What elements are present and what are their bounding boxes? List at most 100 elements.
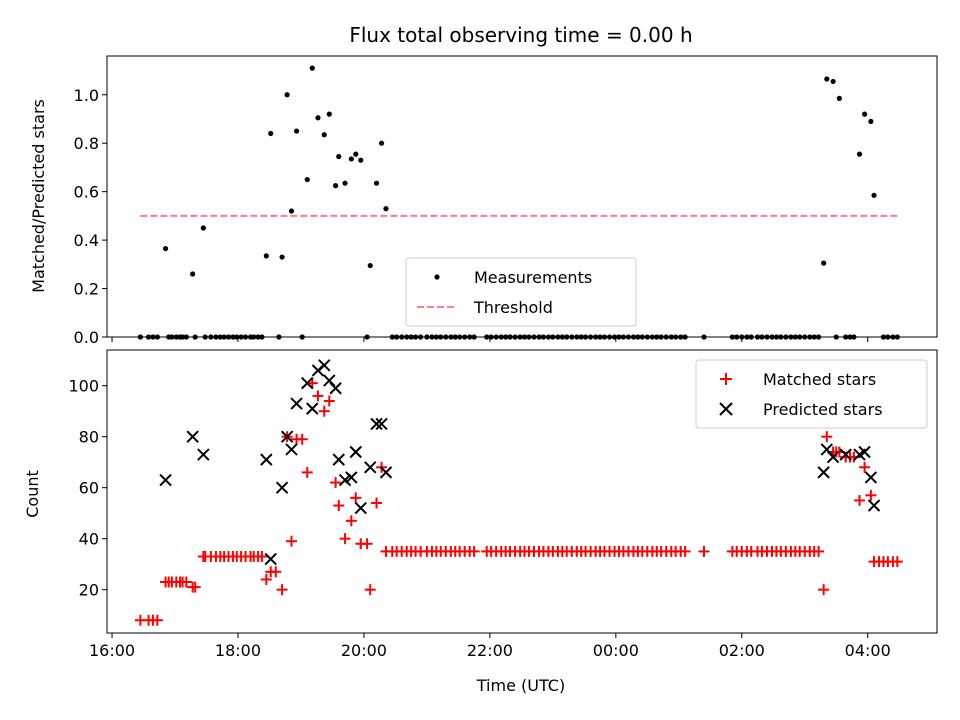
top-ytick-label: 0.0 — [74, 328, 99, 347]
measurements-point — [342, 180, 348, 186]
bottom-xtick-label: 22:00 — [467, 641, 513, 660]
measurements-point — [802, 334, 808, 340]
measurements-point — [230, 334, 236, 340]
measurements-point — [748, 334, 754, 340]
top-legend-box — [405, 257, 637, 327]
measurements-point — [531, 334, 537, 340]
predicted-stars-point — [826, 450, 840, 464]
measurements-point — [358, 157, 364, 163]
matched-stars-point — [854, 494, 866, 506]
matched-stars-point — [345, 515, 357, 527]
measurements-point — [190, 271, 196, 277]
measurements-point — [429, 334, 435, 340]
top-ytick-label: 0.8 — [74, 134, 99, 153]
bottom-ytick-label: 80 — [79, 428, 99, 447]
matched-stars-point — [813, 545, 825, 557]
legend-matched-marker — [720, 373, 732, 385]
bottom-chart-legend: Matched stars Predicted stars — [695, 359, 928, 429]
top-ytick-label: 0.2 — [74, 280, 99, 299]
bottom-xtick-label: 16:00 — [89, 641, 135, 660]
legend-threshold-label: Threshold — [473, 298, 553, 317]
matched-stars-point — [270, 566, 282, 578]
measurements-point — [833, 334, 839, 340]
measurements-point — [861, 111, 868, 117]
measurements-point — [383, 206, 389, 212]
measurements-point — [639, 334, 645, 340]
measurements-point — [564, 334, 570, 340]
measurements-point — [284, 92, 290, 98]
measurements-point — [578, 334, 584, 340]
measurements-point — [321, 132, 327, 138]
measurements-point — [856, 151, 863, 157]
predicted-stars-point — [197, 448, 210, 461]
measurements-point — [217, 334, 223, 340]
measurements-point — [764, 334, 770, 340]
bottom-xtick-label: 20:00 — [341, 641, 387, 660]
measurements-point — [221, 334, 227, 340]
measurements-point — [880, 334, 887, 340]
measurements-point — [279, 254, 285, 260]
bottom-xtick-label: 04:00 — [845, 641, 891, 660]
measurements-point — [276, 334, 282, 340]
predicted-stars-point — [159, 473, 172, 487]
predicted-stars-point — [318, 359, 331, 372]
measurements-point — [225, 334, 232, 340]
measurements-point — [259, 334, 265, 340]
measurements-point — [836, 95, 842, 101]
measurements-point — [734, 334, 740, 340]
top-chart-title: Flux total observing time = 0.00 h — [349, 23, 692, 47]
bottom-chart-panel: 20 40 60 80 100 16:00 18:00 20:00 22:00 00:00 02:0… — [68, 349, 938, 660]
measurements-point — [778, 334, 784, 340]
measurements-point — [540, 334, 547, 340]
predicted-stars-point — [260, 453, 273, 466]
predicted-stars-point — [186, 430, 199, 443]
measurements-point — [601, 334, 608, 340]
measurements-point — [824, 76, 830, 82]
matched-stars-point — [151, 614, 163, 626]
measurements-point — [871, 192, 877, 198]
measurements-point — [263, 253, 269, 259]
measurements-point — [620, 334, 626, 340]
measurements-point — [208, 334, 214, 340]
bottom-chart-ylabel: Count — [23, 470, 42, 518]
measurements-point — [658, 334, 664, 340]
measurements-point — [569, 334, 575, 340]
measurements-point — [593, 334, 599, 340]
measurements-point — [769, 334, 775, 340]
matched-stars-point — [318, 405, 330, 417]
measurements-point — [179, 334, 186, 340]
predicted-stars-point — [275, 481, 289, 494]
measurements-point — [807, 334, 813, 340]
measurements-point — [418, 334, 424, 340]
measurements-point — [299, 334, 305, 340]
matched-stars-point — [364, 584, 376, 596]
matched-stars-point — [323, 395, 335, 407]
measurements-point — [811, 334, 817, 340]
predicted-stars-point — [285, 443, 298, 456]
measurements-point — [521, 334, 528, 340]
measurements-point — [488, 334, 494, 340]
measurements-point — [555, 334, 561, 340]
top-ytick-label: 0.6 — [74, 183, 99, 202]
matched-stars-point — [865, 489, 877, 501]
predicted-stars-point — [349, 445, 362, 459]
predicted-stars-point — [280, 430, 294, 443]
measurements-point — [759, 334, 765, 340]
matched-stars-point — [350, 492, 362, 504]
predicted-stars-point — [338, 473, 352, 487]
measurements-point — [309, 65, 315, 71]
bottom-chart-xlabel: Time (UTC) — [476, 676, 565, 695]
top-ytick-label: 1.0 — [74, 86, 99, 105]
measurements-point — [484, 334, 490, 340]
measurements-point — [433, 334, 439, 340]
measurements-point — [517, 334, 523, 340]
matched-stars-point — [821, 431, 833, 443]
measurements-point — [611, 334, 618, 340]
measurements-point — [288, 208, 295, 214]
measurements-point — [145, 334, 152, 340]
predicted-stars-point — [354, 501, 367, 515]
measurements-point — [635, 334, 641, 340]
matched-stars-point — [891, 556, 903, 568]
measurements-point — [438, 334, 444, 340]
measurements-point — [457, 334, 463, 340]
